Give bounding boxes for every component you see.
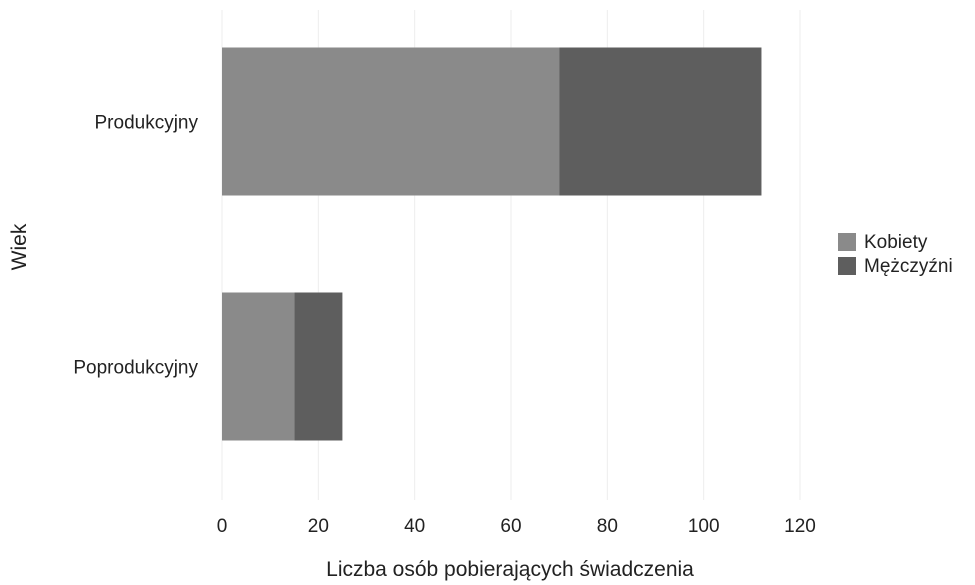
bar-poprodukcyjny-1	[294, 292, 343, 441]
legend-swatch-1	[838, 257, 856, 275]
category-labels: Produkcyjny Poprodukcyjny	[73, 113, 198, 379]
x-tick-label-0: 0	[217, 516, 228, 537]
x-tick-label-3: 60	[500, 516, 521, 537]
bars	[222, 47, 762, 441]
category-label-0: Produkcyjny	[95, 113, 199, 134]
legend-label-1: Mężczyźni	[864, 256, 953, 277]
legend-swatch-0	[838, 233, 856, 251]
x-tick-label-4: 80	[597, 516, 618, 537]
x-tick-label-5: 100	[688, 516, 720, 537]
y-axis-title: Wiek	[8, 223, 31, 270]
x-tick-label-2: 40	[404, 516, 425, 537]
bar-produkcyjny-1	[559, 47, 762, 196]
x-axis-title: Liczba osób pobierających świadczenia	[326, 558, 694, 581]
x-tick-label-1: 20	[308, 516, 329, 537]
category-label-1: Poprodukcyjny	[73, 358, 198, 379]
bar-poprodukcyjny-0	[222, 292, 295, 441]
x-tick-label-6: 120	[784, 516, 816, 537]
x-tick-labels: 0 20 40 60 80 100 120	[217, 516, 816, 537]
legend: Kobiety Mężczyźni	[838, 232, 953, 277]
legend-label-0: Kobiety	[864, 232, 928, 253]
bar-produkcyjny-0	[222, 47, 560, 196]
